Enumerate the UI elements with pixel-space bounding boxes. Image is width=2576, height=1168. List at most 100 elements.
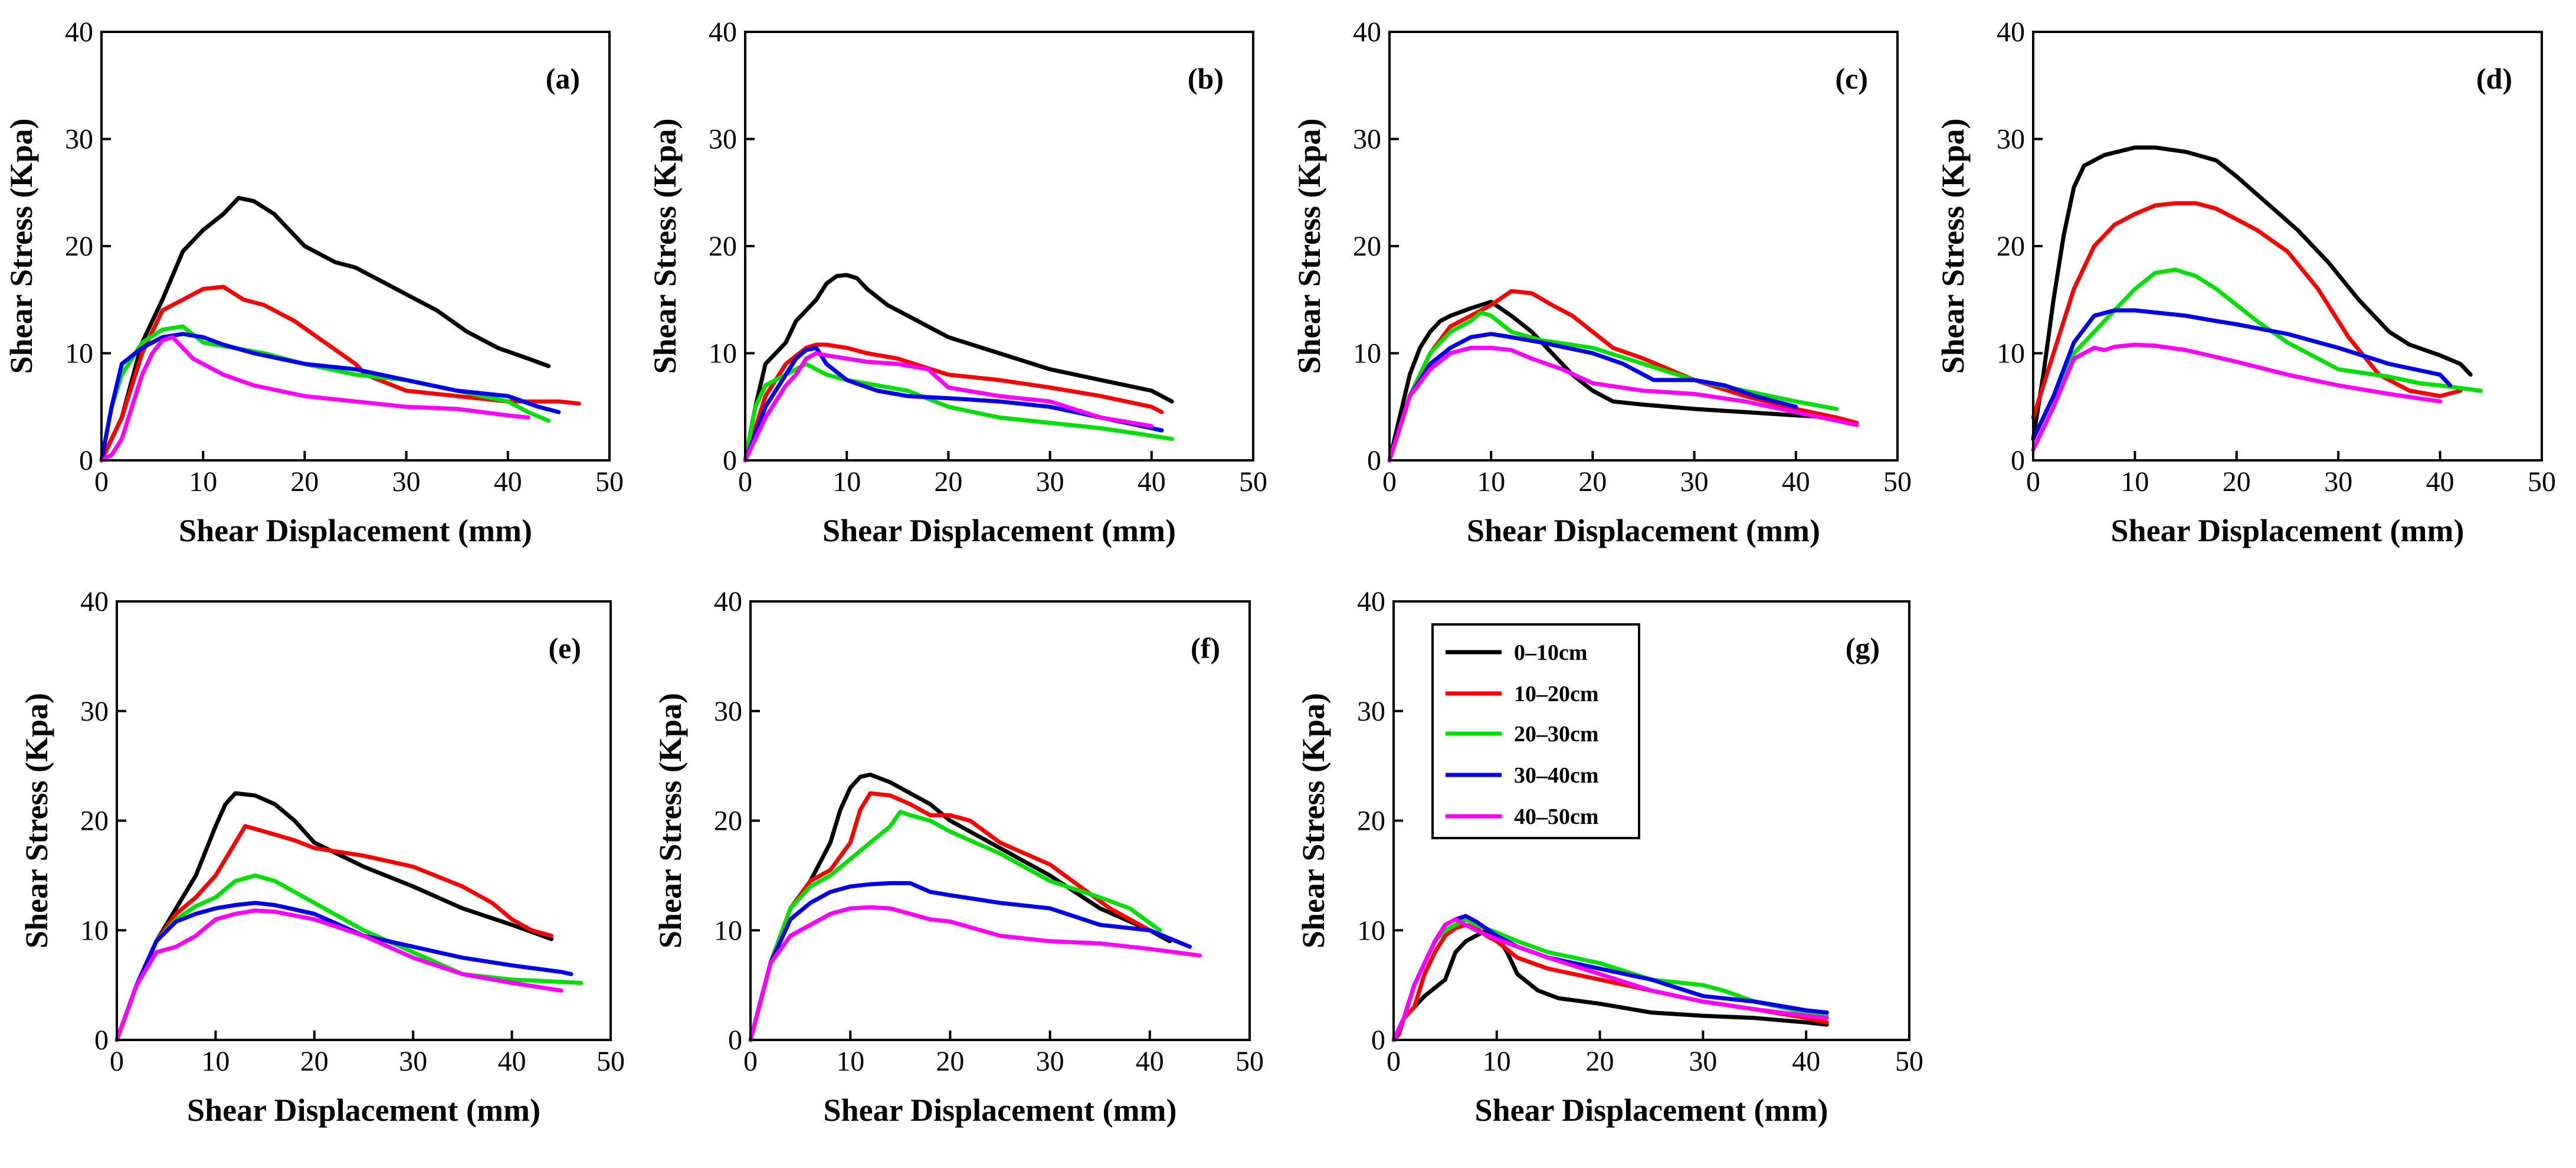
y-tick-label: 0	[2011, 445, 2025, 476]
legend-label-0: 0–10cm	[1514, 640, 1588, 665]
y-tick-label: 10	[714, 915, 742, 946]
series-line-4	[1387, 345, 1859, 463]
y-tick-label: 0	[1371, 1025, 1385, 1056]
x-tick-label: 20	[300, 1046, 329, 1077]
y-tick-label: 0	[728, 1025, 742, 1056]
x-tick-label: 50	[1235, 1046, 1264, 1077]
y-tick-label: 0	[1367, 445, 1381, 476]
x-axis-title: Shear Displacement (mm)	[1467, 513, 1820, 548]
y-tick-label: 30	[80, 696, 109, 727]
x-tick-label: 30	[1680, 466, 1709, 498]
y-tick-label: 40	[65, 17, 93, 48]
y-axis-title: Shear Stress (Kpa)	[4, 118, 39, 374]
x-tick-label: 10	[189, 466, 217, 498]
series-line-3	[743, 345, 1164, 463]
x-tick-label: 10	[1477, 466, 1505, 498]
x-tick-label: 20	[936, 1046, 964, 1077]
chart-panel-3: 0 10 20 30 40 50 0 10 20 30 40 Shear Displacement (…	[1935, 17, 2556, 548]
y-tick-label: 20	[709, 231, 737, 262]
series-line-3	[1387, 332, 1798, 463]
x-tick-label: 50	[595, 466, 624, 498]
series-line-4	[99, 335, 530, 463]
x-axis-title: Shear Displacement (mm)	[824, 1092, 1177, 1128]
x-tick-label: 0	[1387, 1046, 1401, 1077]
series-line-4	[2031, 342, 2443, 452]
y-tick-label: 0	[79, 445, 93, 476]
x-tick-label: 40	[2426, 466, 2454, 498]
x-tick-label: 40	[498, 1046, 526, 1077]
y-tick-label: 30	[1357, 696, 1385, 727]
x-axis-title: Shear Displacement (mm)	[1475, 1092, 1828, 1128]
x-tick-label: 40	[1138, 466, 1166, 498]
legend: 0–10cm 10–20cm 20–30cm 30–40cm 40–50cm	[1431, 623, 1640, 839]
plot-frame	[2032, 31, 2543, 462]
y-axis-title: Shear Stress (Kpa)	[19, 693, 54, 948]
x-axis-title: Shear Displacement (mm)	[187, 1092, 540, 1128]
y-tick-label: 20	[80, 806, 109, 837]
x-tick-label: 40	[1782, 466, 1810, 498]
x-tick-label: 50	[597, 1046, 625, 1077]
series-line-4	[748, 905, 1202, 1042]
series-line-2	[743, 362, 1174, 463]
y-axis-title: Shear Stress (Kpa)	[1296, 693, 1331, 948]
series-line-4	[1391, 917, 1829, 1042]
panel-label: (a)	[546, 62, 580, 95]
series-line-1	[743, 342, 1164, 463]
x-tick-label: 20	[1578, 466, 1607, 498]
series-line-0	[743, 273, 1174, 463]
y-tick-label: 40	[1357, 586, 1385, 617]
chart-panel-2: 0 10 20 30 40 50 0 10 20 30 40 Shear Displacement (…	[1292, 17, 1912, 548]
series-line-3	[114, 901, 573, 1042]
y-tick-label: 30	[1353, 124, 1381, 155]
series-line-1	[2031, 201, 2463, 420]
x-tick-label: 40	[494, 466, 522, 498]
series-line-0	[114, 791, 554, 1042]
series-line-0	[99, 195, 551, 463]
legend-label-3: 30–40cm	[1514, 763, 1599, 788]
series-line-3	[2031, 308, 2453, 441]
x-axis-title: Shear Displacement (mm)	[822, 513, 1176, 548]
y-tick-label: 40	[714, 586, 742, 617]
series-line-2	[114, 873, 584, 1042]
y-tick-label: 20	[1353, 231, 1381, 262]
series-line-4	[743, 351, 1154, 463]
x-tick-label: 50	[1883, 466, 1912, 498]
series-line-1	[1387, 289, 1859, 463]
x-tick-label: 0	[743, 1046, 758, 1077]
y-tick-label: 10	[80, 915, 109, 946]
legend-box	[1431, 623, 1640, 839]
chart-panel-0: 0 10 20 30 40 50 0 10 20 30 40 Shear Displacement (…	[4, 17, 624, 548]
series-line-0	[1387, 299, 1839, 463]
series-line-1	[114, 824, 554, 1042]
x-tick-label: 50	[1239, 466, 1267, 498]
x-tick-label: 20	[2223, 466, 2251, 498]
y-tick-label: 0	[94, 1025, 109, 1056]
x-tick-label: 30	[2324, 466, 2352, 498]
y-tick-label: 40	[80, 586, 109, 617]
series-line-3	[99, 332, 561, 463]
panel-label: (e)	[549, 632, 582, 665]
y-tick-label: 20	[1997, 231, 2025, 262]
x-tick-label: 10	[833, 466, 861, 498]
series-line-1	[99, 284, 581, 463]
chart-panel-4: 0 10 20 30 40 50 0 10 20 30 40 Shear Displacement (…	[19, 586, 625, 1128]
y-tick-label: 20	[714, 806, 742, 837]
y-tick-label: 40	[709, 17, 737, 48]
y-tick-label: 10	[65, 338, 93, 369]
x-tick-label: 0	[110, 1046, 124, 1077]
panel-label: (g)	[1846, 632, 1880, 665]
panel-label: (d)	[2476, 62, 2512, 95]
series-line-4	[114, 908, 563, 1042]
series-line-3	[748, 881, 1192, 1042]
y-tick-label: 30	[65, 124, 93, 155]
x-tick-label: 40	[1136, 1046, 1164, 1077]
x-tick-label: 30	[1036, 1046, 1064, 1077]
legend-label-1: 10–20cm	[1514, 682, 1599, 706]
x-tick-label: 10	[836, 1046, 864, 1077]
series-line-2	[748, 810, 1162, 1042]
x-axis-title: Shear Displacement (mm)	[2111, 513, 2464, 548]
plot-frame	[100, 31, 611, 462]
panel-label: (b)	[1188, 62, 1224, 95]
x-tick-label: 20	[1586, 1046, 1614, 1077]
